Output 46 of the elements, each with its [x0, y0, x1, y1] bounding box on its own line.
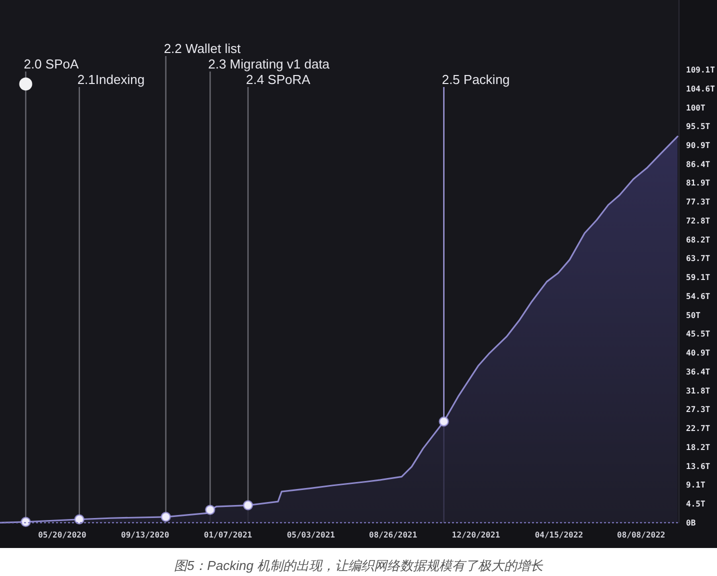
y-tick-label: 54.6T	[686, 292, 710, 301]
ref-line-label: 2.5 Packing	[442, 72, 510, 87]
y-tick-label: 95.5T	[686, 122, 710, 132]
y-tick-label: 9.1T	[686, 480, 706, 490]
x-tick-label: 08/26/2021	[369, 530, 418, 540]
x-tick-label: 05/20/2020	[38, 530, 86, 540]
y-tick-label: 86.4T	[686, 160, 710, 169]
x-tick-label: 12/20/2021	[452, 530, 500, 540]
y-tick-label: 77.3T	[686, 198, 710, 207]
point	[160, 512, 171, 522]
ref-line-label: 2.2 Wallet list	[164, 41, 242, 56]
x-tick-label: 09/13/2020	[121, 530, 170, 540]
y-tick-label: 104.6T	[686, 84, 716, 94]
y-tick-label: 59.1T	[686, 273, 710, 282]
y-tick-label: 68.2T	[686, 235, 710, 244]
ref-line-label: 2.3 Migrating v1 data	[208, 56, 330, 72]
y-tick-label: 72.8T	[686, 216, 710, 226]
point	[74, 514, 84, 524]
y-tick-label: 90.9T	[686, 141, 710, 150]
y-tick-label: 0B	[686, 518, 696, 528]
y-tick-label: 36.4T	[686, 367, 710, 376]
y-tick-label: 100T	[686, 103, 706, 112]
x-tick-label: 01/07/2021	[204, 530, 252, 540]
ref-line-label: 2.1Indexing	[77, 72, 145, 87]
y-tick-label: 40.9T	[686, 348, 710, 358]
y-tick-label: 27.3T	[686, 405, 710, 414]
y-tick-label: 63.7T	[686, 254, 710, 264]
y-tick-label: 18.2T	[686, 442, 710, 452]
y-tick-label: 31.8T	[686, 386, 710, 396]
x-tick-label: 04/15/2022	[534, 530, 584, 540]
y-tick-label: 81.9T	[686, 178, 710, 188]
y-tick-label: 22.7T	[686, 424, 710, 434]
x-tick-label: 05/03/2021	[286, 530, 336, 540]
y-tick-label: 13.6T	[686, 462, 710, 471]
x-tick-label: 08/08/2022	[617, 530, 666, 540]
caption: 图5：Packing 机制的出现，让编织网络数据规模有了极大的增长	[174, 558, 544, 573]
point	[205, 504, 216, 515]
point	[20, 516, 31, 527]
point	[438, 416, 449, 427]
y-tick-label: 50T	[686, 310, 701, 320]
y-tick-label: 45.5T	[686, 330, 710, 339]
y-tick-label: 109.1T	[686, 66, 716, 75]
point	[242, 500, 254, 510]
y-tick-label: 4.5T	[686, 500, 706, 509]
ref-line-label: 2.4 SPoRA	[246, 72, 311, 87]
ref-line-label: 2.0 SPoA	[24, 56, 79, 72]
